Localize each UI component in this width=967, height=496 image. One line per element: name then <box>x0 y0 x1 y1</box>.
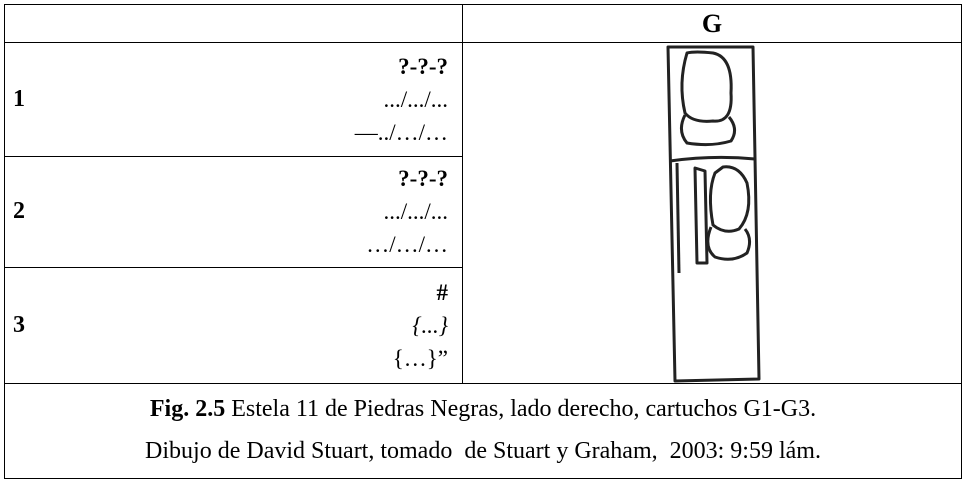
row-number: 3 <box>13 312 25 339</box>
caption-credit: Dibujo de David Stuart, tomado de Stuart… <box>145 438 821 464</box>
line: …/…/… <box>366 232 448 258</box>
drawing-cell <box>462 42 962 384</box>
line: # <box>436 280 449 306</box>
column-header: G <box>462 4 962 43</box>
glyph-drawing <box>666 45 761 383</box>
caption-label: Fig. 2.5 <box>149 396 226 422</box>
cell: 1 ?-?-? .../.../... —../…/… <box>4 42 463 157</box>
glyph-table: G 1 ?-?-? .../.../... —../…/… 2 ?-?-? .../...… <box>4 4 962 479</box>
line: .../.../... <box>383 86 448 112</box>
row-number: 2 <box>13 198 25 225</box>
line: ?-?-? <box>398 53 448 79</box>
caption-text: Estela 11 de Piedras Negras, lado derech… <box>231 396 817 422</box>
row: 3 # {...} {…}” <box>4 267 962 384</box>
row: 2 ?-?-? .../.../... …/…/… <box>4 155 962 269</box>
line: {...} <box>412 313 448 339</box>
caption: Fig. 2.5 Estela 11 de Piedras Negras, lad… <box>4 383 962 479</box>
row-number: 1 <box>13 85 25 112</box>
row: 1 ?-?-? .../.../... —../…/… <box>4 42 962 384</box>
line: .../.../... <box>383 199 448 225</box>
empty-header <box>4 4 463 43</box>
line: ?-?-? <box>398 166 448 192</box>
cell: 2 ?-?-? .../.../... …/…/… <box>4 155 463 269</box>
line: —../…/… <box>354 119 448 145</box>
cell: 3 # {...} {…}” <box>4 267 463 384</box>
line: {…}” <box>392 346 448 372</box>
